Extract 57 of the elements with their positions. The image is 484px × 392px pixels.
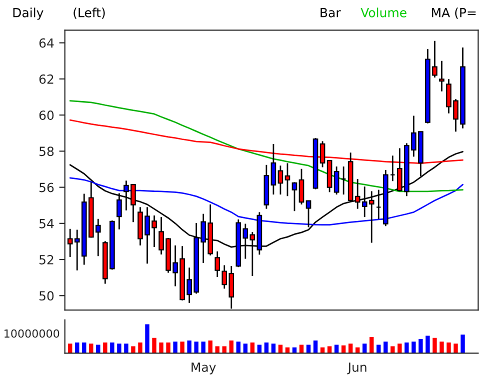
text: (Left) <box>74 8 105 19</box>
bar <box>208 340 212 354</box>
bar <box>89 344 94 354</box>
bar <box>173 342 178 354</box>
text: Daily <box>13 8 44 20</box>
bar <box>404 342 409 354</box>
bar <box>103 342 108 354</box>
bar <box>180 342 184 354</box>
bar <box>236 342 240 354</box>
bar <box>152 338 156 354</box>
candlestick <box>298 168 304 206</box>
bar <box>384 342 388 354</box>
y-tick-label: 50 <box>40 291 54 301</box>
bar <box>460 334 465 354</box>
candlestick <box>270 143 276 196</box>
candlestick <box>292 182 298 212</box>
bar <box>454 344 458 354</box>
candlestick <box>116 192 122 230</box>
candlestick <box>284 162 290 197</box>
bar <box>418 338 423 354</box>
x-tick-label: Jun <box>347 362 366 374</box>
bar <box>187 340 192 354</box>
y-tick-label: 56 <box>40 182 54 192</box>
candlestick <box>334 166 340 196</box>
bar <box>370 336 374 354</box>
bar <box>124 344 128 354</box>
x-tick-label: May <box>192 362 216 374</box>
bar <box>426 336 430 354</box>
candlestick <box>278 164 284 196</box>
text: Volume <box>360 8 406 18</box>
bar <box>412 342 416 354</box>
bar <box>432 338 437 354</box>
bar <box>390 346 395 354</box>
bar <box>110 342 114 354</box>
y-tick-label: 62 <box>39 74 54 84</box>
y-tick-label: 52 <box>40 254 54 264</box>
bar <box>138 342 142 354</box>
text: 10000000 <box>4 329 60 338</box>
y-tick-label: 58 <box>40 146 54 156</box>
y-tick-label: 64 <box>39 38 54 48</box>
y-tick-label: 54 <box>40 219 54 228</box>
text: Bar <box>320 8 341 18</box>
bar <box>117 344 122 354</box>
bar <box>194 342 198 354</box>
line-series <box>69 100 464 192</box>
bar <box>96 344 100 354</box>
bar <box>166 342 170 354</box>
bar <box>145 324 150 354</box>
bar <box>398 344 402 354</box>
y-tick-label: 60 <box>39 110 54 120</box>
bar <box>201 342 206 354</box>
candlestick <box>439 60 444 92</box>
text: MA (P= <box>432 8 476 19</box>
bar <box>440 342 444 354</box>
bar <box>131 346 136 354</box>
bar <box>159 342 164 354</box>
bar <box>446 342 451 354</box>
